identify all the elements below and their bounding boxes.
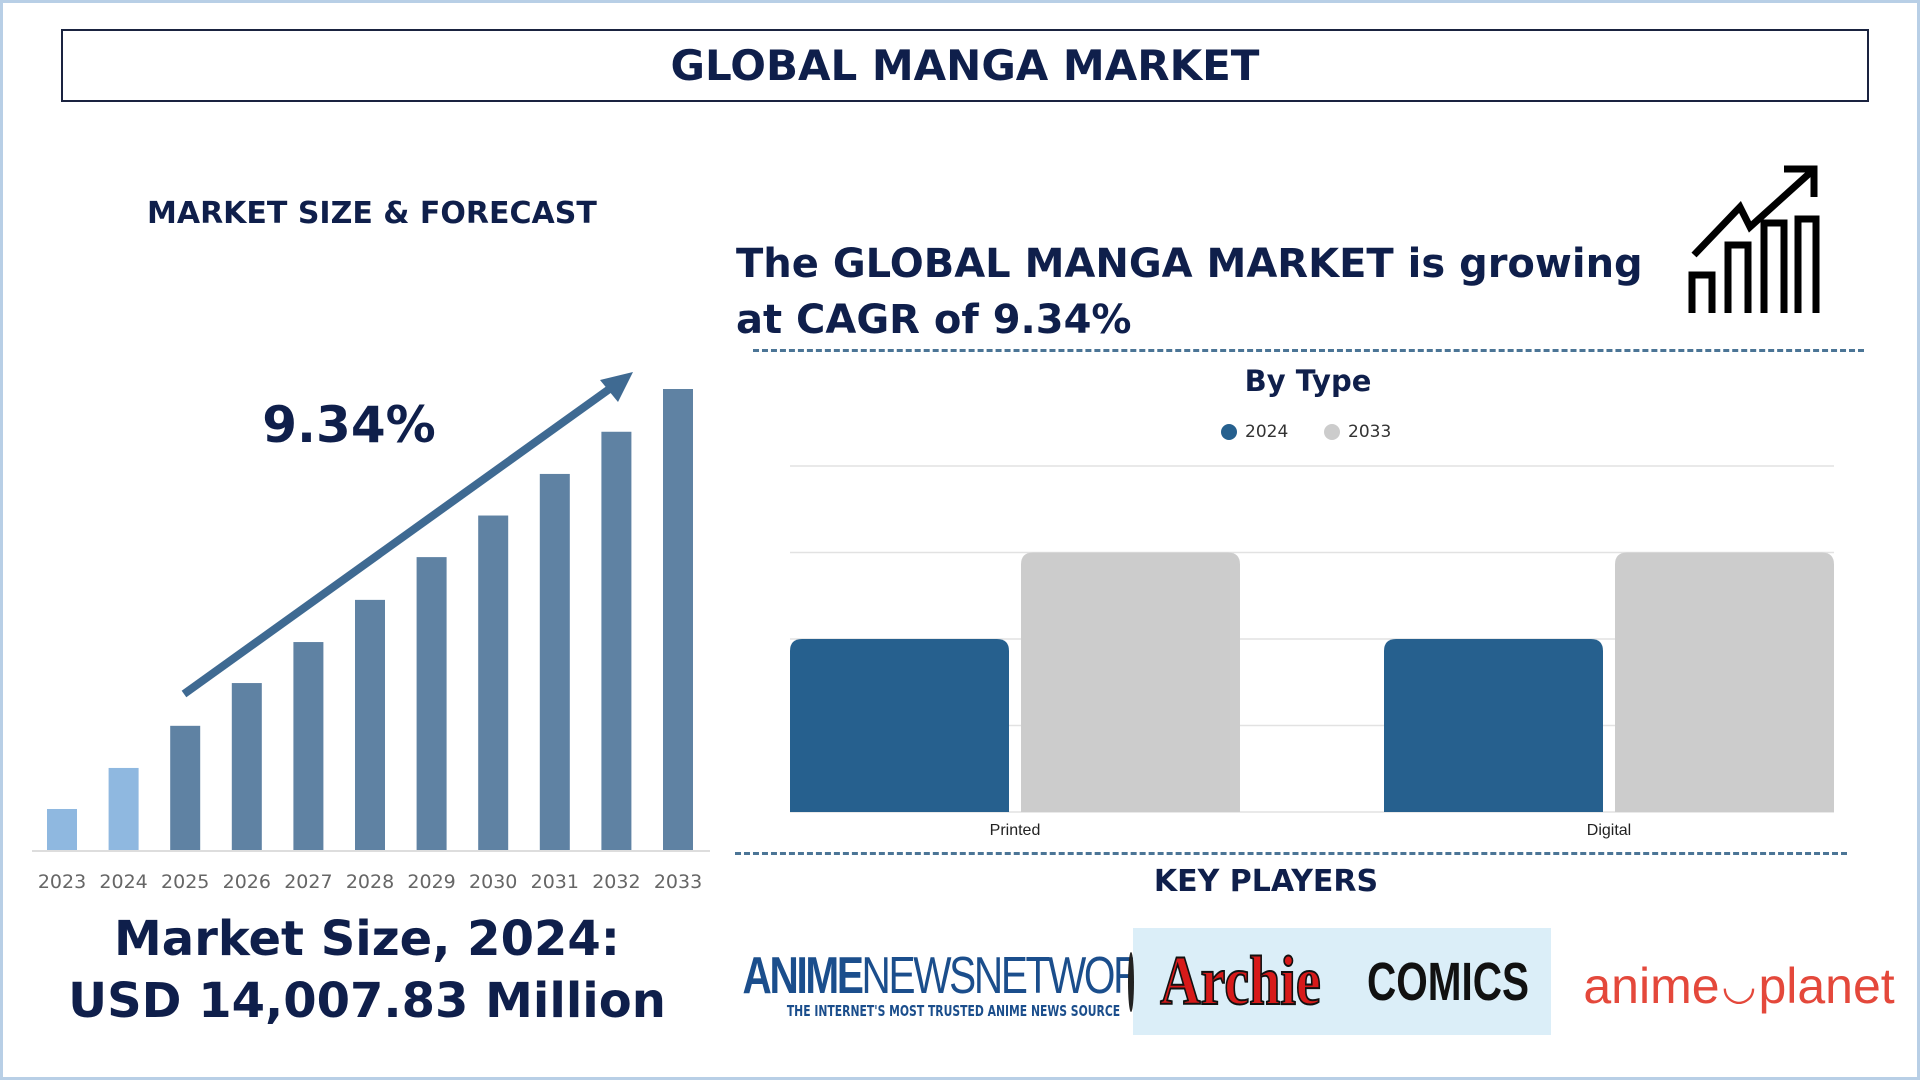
- archie-face-icon: [1127, 951, 1134, 1012]
- legend-dot-2024: [1221, 424, 1237, 440]
- legend-label: 2024: [1245, 422, 1289, 442]
- x-tick-label: 2030: [469, 871, 517, 893]
- headline-line1: The GLOBAL MANGA MARKET is growing: [736, 241, 1643, 287]
- cagr-annotation: 9.34%: [262, 396, 435, 454]
- x-tick-label: Printed: [990, 822, 1041, 839]
- market-size-line2: USD 14,007.83 Million: [68, 973, 666, 1029]
- bar-2030: [478, 515, 509, 850]
- x-tick-label: 2033: [654, 871, 702, 893]
- trend-arrow-head: [600, 372, 633, 402]
- x-tick-label: 2026: [223, 871, 271, 893]
- market-size-text: Market Size, 2024: USD 14,007.83 Million: [0, 908, 734, 1032]
- bar-2033: [663, 389, 693, 850]
- x-tick-label: 2031: [531, 871, 579, 893]
- bar-printed-2024: [790, 639, 1009, 812]
- x-tick-label: Digital: [1587, 822, 1631, 839]
- logo-anime-news-network: ANIMENEWSNETWORK THE INTERNET'S MOST TRU…: [742, 943, 1167, 1026]
- logo-text: anime: [1583, 957, 1720, 1014]
- logo-archie-comics: Archie COMICS: [1127, 928, 1551, 1035]
- bar-printed-2033: [1021, 552, 1240, 812]
- logo-text: NEWSNETWORK: [861, 946, 1167, 1005]
- growth-chart-icon: [1688, 165, 1820, 313]
- legend-dot-2033: [1324, 424, 1340, 440]
- x-tick-label: 2023: [38, 871, 86, 893]
- by-type-title: By Type: [1244, 364, 1372, 398]
- market-size-chart: 2023 2024 2025 2026 2027 2028 2029 2030 2031 2032…: [32, 372, 710, 893]
- logo-tagline: THE INTERNET'S MOST TRUSTED ANIME NEWS S…: [786, 1001, 1121, 1020]
- bar-digital-2033: [1615, 552, 1834, 812]
- x-tick-label: 2024: [99, 871, 147, 893]
- logo-text: COMICS: [1367, 951, 1530, 1012]
- bar-digital-2024: [1384, 639, 1603, 812]
- market-size-line1: Market Size, 2024:: [114, 911, 620, 967]
- bar-2032: [601, 431, 632, 850]
- by-type-chart: Printed Digital: [790, 465, 1834, 839]
- key-players-heading: KEY PLAYERS: [1153, 864, 1379, 899]
- logo-text: planet: [1758, 957, 1895, 1014]
- trend-arrow-line: [181, 381, 618, 698]
- divider-top: [753, 349, 1864, 352]
- x-tick-label: 2028: [346, 871, 394, 893]
- bar-2028: [355, 599, 385, 850]
- legend-label: 2033: [1348, 422, 1392, 442]
- legend-item-2033: 2033: [1324, 422, 1391, 442]
- headline: The GLOBAL MANGA MARKET is growing at CA…: [736, 236, 1676, 348]
- bar-2029: [416, 557, 447, 850]
- bar-2027: [293, 642, 324, 850]
- divider-bottom: [735, 852, 1847, 855]
- x-tick-label: 2029: [407, 871, 455, 893]
- x-tick-label: 2032: [592, 871, 640, 893]
- x-tick-label: 2025: [161, 871, 209, 893]
- bar-2025: [170, 725, 201, 850]
- bar-2031: [539, 473, 570, 850]
- market-size-heading: MARKET SIZE & FORECAST: [147, 196, 597, 231]
- bar-2026: [231, 683, 262, 850]
- bar-2024: [108, 767, 139, 850]
- headline-line2: at CAGR of 9.34%: [736, 297, 1132, 343]
- logo-anime-planet: anime ◡ planet: [1583, 957, 1895, 1014]
- title-box: GLOBAL MANGA MARKET: [61, 29, 1869, 102]
- legend-item-2024: 2024: [1221, 422, 1288, 442]
- page-title: GLOBAL MANGA MARKET: [670, 41, 1260, 90]
- x-tick-label: 2027: [284, 871, 332, 893]
- logo-text: Archie: [1159, 942, 1321, 1021]
- bar-2023: [47, 808, 77, 850]
- logo-text: ANIME: [742, 946, 863, 1005]
